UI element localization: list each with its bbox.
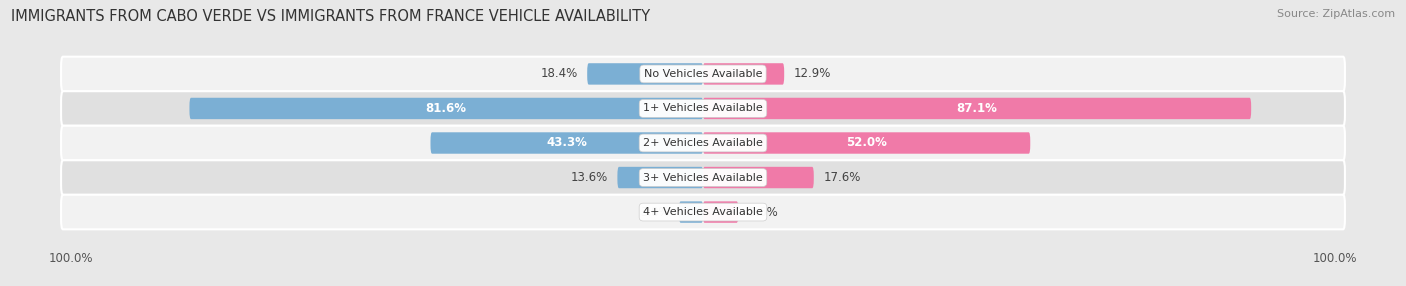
FancyBboxPatch shape [60, 91, 1346, 126]
Text: 13.6%: 13.6% [571, 171, 607, 184]
Text: 3.8%: 3.8% [640, 206, 669, 219]
FancyBboxPatch shape [679, 201, 703, 223]
FancyBboxPatch shape [60, 160, 1346, 195]
FancyBboxPatch shape [60, 57, 1346, 91]
FancyBboxPatch shape [703, 63, 785, 85]
Text: 4+ Vehicles Available: 4+ Vehicles Available [643, 207, 763, 217]
FancyBboxPatch shape [60, 126, 1346, 160]
FancyBboxPatch shape [703, 167, 814, 188]
Text: 52.0%: 52.0% [846, 136, 887, 150]
FancyBboxPatch shape [703, 201, 738, 223]
Text: 5.6%: 5.6% [748, 206, 778, 219]
Text: 12.9%: 12.9% [793, 67, 831, 80]
Text: 3+ Vehicles Available: 3+ Vehicles Available [643, 172, 763, 182]
Text: 81.6%: 81.6% [426, 102, 467, 115]
Text: 17.6%: 17.6% [823, 171, 860, 184]
Text: No Vehicles Available: No Vehicles Available [644, 69, 762, 79]
Text: Source: ZipAtlas.com: Source: ZipAtlas.com [1277, 9, 1395, 19]
Text: 100.0%: 100.0% [1313, 252, 1358, 265]
Text: 18.4%: 18.4% [540, 67, 578, 80]
Text: 100.0%: 100.0% [48, 252, 93, 265]
FancyBboxPatch shape [703, 98, 1251, 119]
FancyBboxPatch shape [430, 132, 703, 154]
FancyBboxPatch shape [588, 63, 703, 85]
FancyBboxPatch shape [190, 98, 703, 119]
Text: 2+ Vehicles Available: 2+ Vehicles Available [643, 138, 763, 148]
FancyBboxPatch shape [60, 195, 1346, 229]
Text: IMMIGRANTS FROM CABO VERDE VS IMMIGRANTS FROM FRANCE VEHICLE AVAILABILITY: IMMIGRANTS FROM CABO VERDE VS IMMIGRANTS… [11, 9, 651, 23]
Text: 87.1%: 87.1% [956, 102, 997, 115]
FancyBboxPatch shape [703, 132, 1031, 154]
Text: 1+ Vehicles Available: 1+ Vehicles Available [643, 104, 763, 114]
FancyBboxPatch shape [617, 167, 703, 188]
Text: 43.3%: 43.3% [547, 136, 588, 150]
